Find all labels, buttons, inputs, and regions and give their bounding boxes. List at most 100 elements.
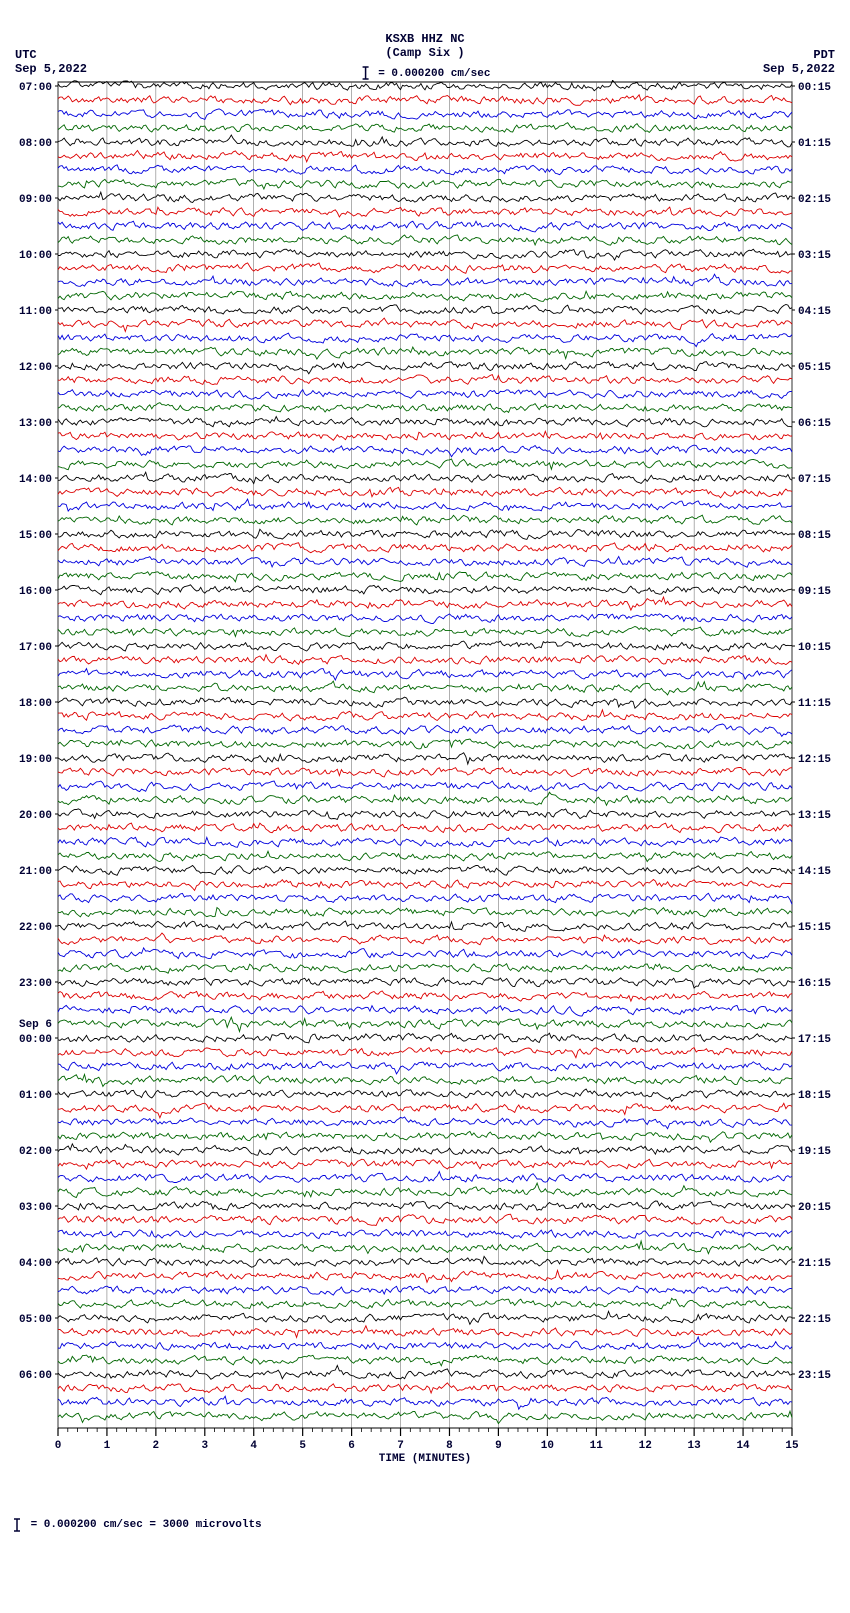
trace-row bbox=[58, 792, 792, 805]
trace-row bbox=[58, 809, 792, 820]
station-code: KSXB HHZ NC bbox=[385, 32, 464, 46]
trace-row bbox=[58, 417, 792, 427]
trace-row bbox=[58, 221, 792, 232]
trace-row bbox=[58, 1365, 792, 1379]
left-time-label: 09:00 bbox=[19, 194, 52, 206]
left-time-label: 19:00 bbox=[19, 754, 52, 766]
right-time-label: 16:15 bbox=[798, 978, 831, 990]
trace-row bbox=[58, 1286, 792, 1295]
trace-row bbox=[58, 151, 792, 162]
trace-row bbox=[58, 1326, 792, 1338]
trace-row bbox=[58, 1089, 792, 1101]
right-time-label: 02:15 bbox=[798, 194, 831, 206]
left-time-label: 15:00 bbox=[19, 530, 52, 542]
left-time-label: 10:00 bbox=[19, 250, 52, 262]
trace-row bbox=[58, 1017, 792, 1031]
trace-row bbox=[58, 572, 792, 582]
plot-border bbox=[58, 82, 792, 1428]
x-tick-label: 0 bbox=[55, 1440, 62, 1452]
pdt-date: Sep 5,2022 bbox=[763, 62, 835, 76]
right-time-label: 01:15 bbox=[798, 138, 831, 150]
trace-row bbox=[58, 305, 792, 315]
x-tick-label: 11 bbox=[590, 1440, 604, 1452]
trace-row bbox=[58, 823, 792, 833]
x-tick-label: 15 bbox=[785, 1440, 799, 1452]
trace-row bbox=[58, 403, 792, 413]
footer-text: = 0.000200 cm/sec = 3000 microvolts bbox=[31, 1519, 262, 1531]
trace-row bbox=[58, 866, 792, 876]
trace-row bbox=[58, 1298, 792, 1309]
right-time-label: 20:15 bbox=[798, 1202, 831, 1214]
trace-row bbox=[58, 724, 792, 736]
trace-row bbox=[58, 165, 792, 175]
trace-row bbox=[58, 655, 792, 665]
trace-row bbox=[58, 1048, 792, 1058]
trace-row bbox=[58, 978, 792, 988]
trace-row bbox=[58, 1355, 792, 1366]
left-time-label: 22:00 bbox=[19, 922, 52, 934]
x-tick-label: 7 bbox=[397, 1440, 404, 1452]
trace-row bbox=[58, 1270, 792, 1282]
trace-row bbox=[58, 318, 792, 331]
scale-indicator: = 0.000200 cm/sec bbox=[360, 66, 491, 80]
left-time-label: 17:00 bbox=[19, 642, 52, 654]
trace-row bbox=[58, 207, 792, 217]
trace-row bbox=[58, 362, 792, 374]
right-time-label: 15:15 bbox=[798, 922, 831, 934]
right-time-label: 19:15 bbox=[798, 1146, 831, 1158]
left-time-label: 20:00 bbox=[19, 810, 52, 822]
trace-row bbox=[58, 472, 792, 484]
trace-row bbox=[58, 529, 792, 539]
trace-row bbox=[58, 933, 792, 945]
trace-row bbox=[58, 1159, 792, 1169]
header: UTC Sep 5,2022 KSXB HHZ NC (Camp Six ) =… bbox=[10, 10, 840, 80]
trace-row bbox=[58, 767, 792, 777]
trace-row bbox=[58, 1214, 792, 1225]
right-time-label: 14:15 bbox=[798, 866, 831, 878]
right-time-label: 22:15 bbox=[798, 1314, 831, 1326]
trace-row bbox=[58, 390, 792, 400]
trace-row bbox=[58, 837, 792, 847]
left-time-label: 13:00 bbox=[19, 418, 52, 430]
trace-row bbox=[58, 753, 792, 764]
trace-row bbox=[58, 1230, 792, 1239]
trace-row bbox=[58, 991, 792, 1001]
trace-row bbox=[58, 1172, 792, 1183]
right-time-label: 04:15 bbox=[798, 306, 831, 318]
left-time-label: 05:00 bbox=[19, 1314, 52, 1326]
trace-row bbox=[58, 963, 792, 973]
x-axis-label: TIME (MINUTES) bbox=[379, 1453, 471, 1465]
left-time-label: 16:00 bbox=[19, 586, 52, 598]
trace-row bbox=[58, 1256, 792, 1267]
right-time-label: 09:15 bbox=[798, 586, 831, 598]
right-time-label: 03:15 bbox=[798, 250, 831, 262]
right-time-label: 05:15 bbox=[798, 362, 831, 374]
trace-row bbox=[58, 347, 792, 359]
trace-row bbox=[58, 459, 792, 470]
trace-row bbox=[58, 235, 792, 245]
right-time-label: 10:15 bbox=[798, 642, 831, 654]
seismogram-svg: 07:0008:0009:0010:0011:0012:0013:0014:00… bbox=[10, 80, 840, 1490]
x-tick-label: 12 bbox=[639, 1440, 652, 1452]
left-time-label: 12:00 bbox=[19, 362, 52, 374]
right-time-label: 07:15 bbox=[798, 474, 831, 486]
x-tick-label: 9 bbox=[495, 1440, 502, 1452]
left-time-label: 06:00 bbox=[19, 1370, 52, 1382]
plot-area: 07:0008:0009:0010:0011:0012:0013:0014:00… bbox=[10, 80, 840, 1490]
right-time-label: 00:15 bbox=[798, 82, 831, 94]
left-time-label: 07:00 bbox=[19, 82, 52, 94]
trace-row bbox=[58, 1131, 792, 1142]
x-tick-label: 13 bbox=[688, 1440, 702, 1452]
left-time-label: 18:00 bbox=[19, 698, 52, 710]
trace-row bbox=[58, 908, 792, 917]
trace-row bbox=[58, 669, 792, 680]
trace-row bbox=[58, 1061, 792, 1074]
trace-row bbox=[58, 487, 792, 498]
left-time-label: 03:00 bbox=[19, 1202, 52, 1214]
trace-row bbox=[58, 1074, 792, 1086]
pdt-tz-label: PDT bbox=[813, 48, 835, 62]
trace-row bbox=[58, 710, 792, 721]
trace-row bbox=[58, 1117, 792, 1129]
x-tick-label: 3 bbox=[201, 1440, 208, 1452]
right-time-label: 12:15 bbox=[798, 754, 831, 766]
